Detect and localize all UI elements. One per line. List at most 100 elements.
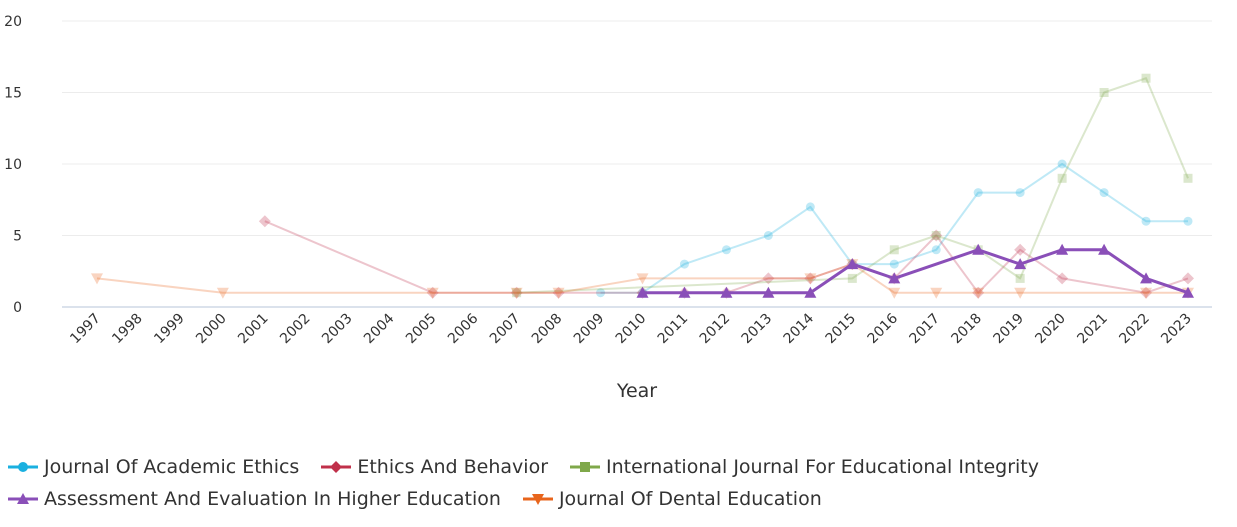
legend-item[interactable]: Ethics And Behavior [321, 456, 548, 478]
data-point[interactable] [552, 287, 565, 299]
data-point[interactable] [1057, 159, 1067, 169]
legend-row: Assessment And Evaluation In Higher Educ… [8, 484, 1233, 514]
x-tick-label: 2007 [487, 311, 524, 348]
x-tick-label: 2000 [193, 311, 230, 348]
legend-item[interactable]: Journal Of Dental Education [522, 488, 822, 510]
x-tick-label: 2019 [990, 311, 1027, 348]
legend-swatch-icon [321, 461, 352, 473]
data-point[interactable] [888, 287, 901, 299]
data-point[interactable] [216, 287, 229, 299]
x-tick-label: 2002 [277, 311, 314, 348]
data-point[interactable] [91, 273, 103, 285]
x-tick-label: 2013 [739, 311, 776, 348]
legend-label: International Journal For Educational In… [606, 456, 1039, 478]
data-point[interactable] [804, 286, 817, 298]
legend-label: Ethics And Behavior [357, 456, 549, 478]
data-point[interactable] [721, 245, 731, 255]
data-point[interactable] [1141, 216, 1151, 226]
data-point[interactable] [720, 286, 733, 298]
data-point[interactable] [889, 245, 899, 255]
x-tick-label: 2012 [697, 311, 734, 348]
legend-item[interactable]: Journal Of Academic Ethics [8, 456, 299, 478]
x-tick-label: 2014 [781, 310, 818, 347]
x-tick-label: 1999 [151, 311, 188, 348]
x-tick-label: 2022 [1116, 311, 1153, 348]
data-point[interactable] [847, 273, 857, 283]
data-point[interactable] [1015, 273, 1025, 283]
x-tick-label: 2006 [445, 310, 482, 347]
data-point[interactable] [636, 273, 649, 285]
data-point[interactable] [552, 286, 565, 299]
data-point[interactable] [972, 243, 985, 255]
y-tick-label: 20 [4, 14, 22, 30]
legend-item[interactable]: Assessment And Evaluation In Higher Educ… [8, 488, 501, 510]
data-point[interactable] [804, 273, 817, 285]
data-point[interactable] [679, 259, 689, 269]
y-tick-label: 15 [4, 86, 22, 102]
series-line[interactable] [264, 220, 1189, 294]
legend-label: Journal Of Academic Ethics [44, 456, 300, 478]
data-point[interactable] [889, 259, 899, 269]
y-axis-ticks: 0 5 10 15 20 [4, 14, 22, 316]
data-point[interactable] [1183, 173, 1193, 183]
data-point[interactable] [1056, 272, 1069, 285]
data-point[interactable] [762, 286, 775, 298]
data-point[interactable] [1057, 173, 1067, 183]
x-axis-ticks: 1997 1998 1999 2000 2001 2002 2003 2004 2005 2006… [67, 310, 1195, 347]
data-point[interactable] [1015, 188, 1025, 198]
data-point[interactable] [1099, 88, 1109, 97]
x-tick-label: 2009 [571, 311, 608, 348]
data-point[interactable] [1098, 243, 1111, 255]
y-tick-label: 10 [4, 157, 22, 173]
data-point[interactable] [510, 287, 523, 299]
data-point[interactable] [1099, 188, 1109, 198]
data-point[interactable] [804, 272, 817, 285]
data-point[interactable] [972, 287, 985, 299]
legend-label: Journal Of Dental Education [558, 488, 822, 510]
x-tick-label: 2016 [865, 310, 902, 347]
data-point[interactable] [930, 287, 943, 299]
data-point[interactable] [846, 258, 859, 270]
data-point[interactable] [258, 215, 271, 228]
legend-row: Journal Of Academic Ethics Ethics And Beh… [8, 452, 1233, 482]
data-point[interactable] [1183, 216, 1193, 226]
data-point[interactable] [805, 202, 815, 212]
data-point[interactable] [888, 272, 901, 284]
data-point[interactable] [636, 286, 649, 298]
data-point[interactable] [512, 288, 522, 298]
series-3 [636, 243, 1194, 298]
legend-item[interactable]: International Journal For Educational In… [570, 456, 1039, 478]
data-point[interactable] [1140, 287, 1153, 299]
data-point[interactable] [1014, 258, 1027, 270]
data-point[interactable] [678, 286, 691, 298]
grid-lines [62, 20, 1212, 308]
data-point[interactable] [426, 286, 439, 299]
data-point[interactable] [1056, 243, 1069, 255]
legend-swatch-icon [8, 462, 38, 472]
data-point[interactable] [1182, 286, 1194, 298]
data-point[interactable] [596, 288, 606, 298]
series-line[interactable] [516, 77, 1189, 294]
x-tick-label: 2021 [1074, 311, 1111, 348]
data-point[interactable] [426, 287, 439, 299]
data-point[interactable] [1141, 73, 1151, 83]
data-point[interactable] [762, 272, 775, 285]
data-point[interactable] [1140, 272, 1153, 284]
data-point[interactable] [1182, 272, 1194, 285]
data-point[interactable] [972, 286, 985, 299]
data-point[interactable] [1140, 286, 1153, 299]
x-tick-label: 2017 [907, 311, 944, 348]
data-point[interactable] [931, 245, 941, 255]
data-point[interactable] [763, 231, 773, 240]
data-point[interactable] [973, 188, 983, 198]
series-line[interactable] [96, 263, 1188, 294]
series-line[interactable] [600, 163, 1188, 294]
data-point[interactable] [931, 231, 941, 240]
x-tick-label: 2011 [655, 311, 692, 348]
data-point[interactable] [930, 229, 943, 242]
data-point[interactable] [1014, 287, 1027, 299]
legend-label: Assessment And Evaluation In Higher Educ… [44, 488, 501, 510]
data-point[interactable] [510, 286, 523, 299]
data-point[interactable] [1014, 243, 1027, 256]
